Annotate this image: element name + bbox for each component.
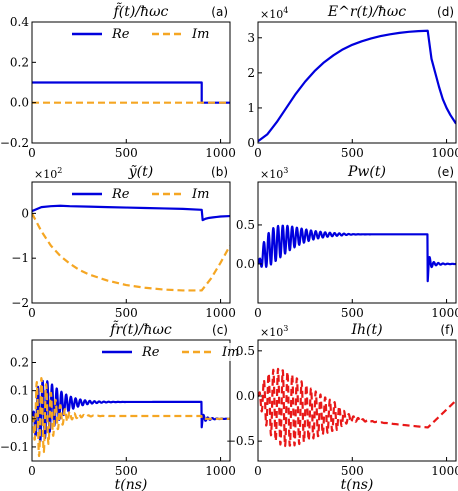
- x-tick-label: 0: [254, 146, 262, 160]
- panel-c: 0 500 1000 −0.1 0.0 0.1 0.2 f̃r(t)/ħωc (c) t(ns) R…: [0, 320, 250, 491]
- x-tick-label: 1000: [431, 306, 458, 320]
- axis-multiplier: ×103: [260, 166, 288, 181]
- axes-frame: [31, 181, 231, 304]
- x-axis-label: t(ns): [115, 477, 148, 491]
- y-tick-label: −0.5: [226, 434, 255, 448]
- axes-frame: [257, 21, 457, 144]
- legend-label: Im: [191, 27, 209, 42]
- panel-title: E^r(t)/ħωc: [327, 4, 406, 20]
- panel-label: (f): [440, 323, 454, 337]
- y-tick-label: 0.2: [10, 55, 29, 69]
- series-group: [258, 367, 456, 448]
- y-tick-label: 0.5: [236, 218, 255, 232]
- panel-label: (b): [211, 165, 228, 179]
- y-tick-label: 0: [21, 206, 29, 220]
- y-tick-label: 3: [247, 31, 255, 45]
- legend: Re Im: [68, 185, 220, 203]
- panel-label: (a): [211, 5, 228, 19]
- series-line-im-1: [32, 212, 230, 292]
- axes-frame: [257, 181, 457, 304]
- x-tick-label: 500: [341, 464, 364, 478]
- y-tick-label: 0.0: [10, 96, 29, 110]
- legend-background: [68, 185, 220, 203]
- panel-d: 0 500 1000 0 1 2 3 ×104 E^r(t)/ħωc (d): [247, 4, 458, 160]
- x-tick-label: 500: [115, 146, 138, 160]
- legend-background: [68, 25, 220, 43]
- y-tick-label: 0.2: [10, 356, 29, 370]
- series-group: [258, 224, 456, 283]
- legend-label: Im: [221, 345, 239, 360]
- x-tick-label: 1000: [431, 146, 458, 160]
- x-tick-label: 500: [115, 464, 138, 478]
- y-tick-label: −2: [11, 296, 29, 310]
- legend-label: Re: [111, 27, 130, 42]
- y-tick-label: 1: [247, 101, 255, 115]
- x-tick-label: 500: [341, 306, 364, 320]
- panel-title: Pw(t): [347, 164, 386, 180]
- axis-multiplier: ×102: [34, 166, 62, 181]
- legend-label: Re: [111, 187, 130, 202]
- series-line-re-0: [32, 81, 230, 104]
- axis-multiplier: ×104: [260, 6, 288, 21]
- panel-a: 0 500 1000 −0.2 0.0 0.2 0.4 f̃(t)/ħωc (a) Re Im: [0, 2, 236, 160]
- x-tick-label: 1000: [205, 306, 236, 320]
- series-group: [32, 376, 230, 458]
- legend-label: Re: [141, 345, 160, 360]
- legend-label: Im: [191, 187, 209, 202]
- y-tick-label: 0.0: [10, 412, 29, 426]
- panel-title: f̃r(t)/ħωc: [109, 320, 172, 338]
- y-tick-label: 2: [247, 66, 255, 80]
- axes-frame: [257, 339, 457, 462]
- y-tick-label: 0: [247, 136, 255, 150]
- y-tick-label: −0.2: [0, 136, 29, 150]
- axis-multiplier: ×103: [260, 324, 288, 339]
- y-tick-label: −1: [11, 251, 29, 265]
- x-tick-label: 1000: [205, 464, 236, 478]
- y-tick-label: 0.1: [10, 384, 29, 398]
- legend-background: [98, 343, 250, 361]
- axes-frame: [31, 339, 231, 462]
- series-line-main-0: [258, 224, 456, 283]
- y-tick-label: 0.5: [236, 344, 255, 358]
- x-tick-label: 0: [28, 464, 36, 478]
- panel-label: (d): [437, 5, 454, 19]
- y-tick-label: 0.0: [236, 257, 255, 271]
- series-line-re-0: [32, 204, 230, 222]
- series-group: [32, 81, 230, 104]
- series-line-re-0: [32, 379, 230, 443]
- x-axis-label: t(ns): [341, 477, 374, 491]
- legend: Re Im: [68, 25, 220, 43]
- x-tick-label: 500: [341, 146, 364, 160]
- x-tick-label: 0: [254, 306, 262, 320]
- panel-title: ỹ(t): [128, 164, 153, 180]
- y-tick-label: 0.0: [236, 389, 255, 403]
- panel-b: 0 500 1000 −2 −1 0 ×102 ỹ(t) (b) Re Im: [11, 164, 236, 320]
- panel-title: Ih(t): [350, 322, 382, 338]
- y-tick-label: −0.1: [0, 440, 29, 454]
- x-tick-label: 0: [254, 464, 262, 478]
- panel-title: f̃(t)/ħωc: [113, 2, 169, 20]
- panel-f: 0 500 1000 −0.5 0.0 0.5 ×103 Ih(t) (f) t(ns): [226, 322, 458, 491]
- axes-frame: [31, 21, 231, 144]
- panel-e: 0 500 1000 0.0 0.5 ×103 Pw(t) (e): [236, 164, 458, 320]
- series-line-main-0: [258, 367, 456, 448]
- x-tick-label: 1000: [431, 464, 458, 478]
- series-line-im-1: [32, 376, 230, 458]
- panel-label: (e): [437, 165, 454, 179]
- x-tick-label: 0: [28, 306, 36, 320]
- x-tick-label: 500: [115, 306, 138, 320]
- series-group: [32, 204, 230, 292]
- series-group: [258, 29, 456, 143]
- y-tick-label: 0.4: [10, 15, 29, 29]
- x-tick-label: 0: [28, 146, 36, 160]
- x-tick-label: 1000: [205, 146, 236, 160]
- series-line-main-0: [258, 29, 456, 143]
- legend: Re Im: [98, 343, 250, 361]
- panel-label: (c): [212, 323, 228, 337]
